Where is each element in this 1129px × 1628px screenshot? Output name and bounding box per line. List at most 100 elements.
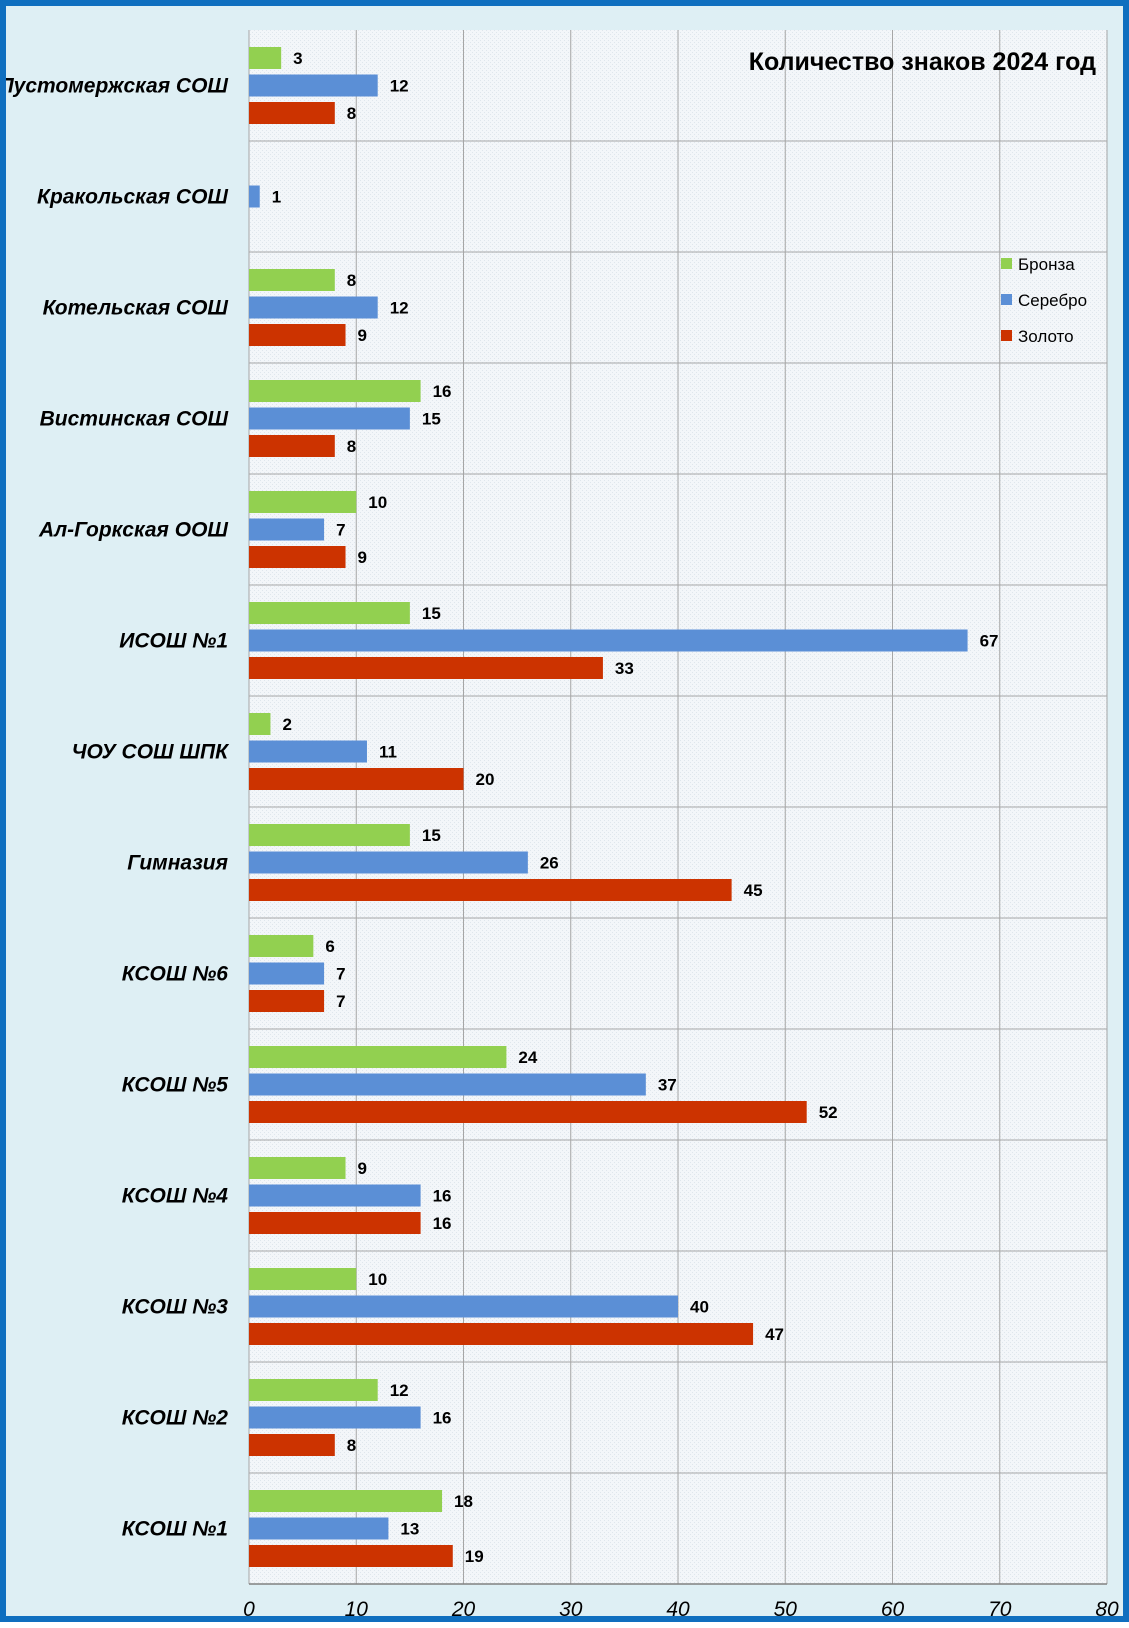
- category-label: КСОШ №6: [122, 963, 229, 986]
- value-label: 15: [422, 410, 441, 429]
- value-label: 20: [476, 770, 495, 789]
- bar-bronze: [249, 1046, 507, 1068]
- legend-label: Золото: [1018, 327, 1074, 346]
- chart-title: Количество знаков 2024 год: [749, 48, 1096, 76]
- value-label: 40: [690, 1298, 709, 1317]
- bar-gold: [249, 102, 335, 124]
- bar-silver: [249, 740, 367, 763]
- value-label: 12: [390, 299, 409, 318]
- bar-gold: [249, 546, 346, 568]
- value-label: 19: [465, 1547, 484, 1566]
- value-label: 52: [819, 1103, 838, 1122]
- category-labels: КСОШ №1 КСОШ №2 КСОШ №3 КСОШ №4 КСОШ №5 КСОШ …: [6, 75, 230, 1541]
- bar-gold: [249, 879, 732, 901]
- value-label: 9: [358, 326, 367, 345]
- x-tick-label: 80: [1095, 1598, 1119, 1621]
- bar-gold: [249, 1545, 453, 1567]
- value-label: 9: [358, 548, 367, 567]
- value-label: 15: [422, 604, 441, 623]
- bar-silver: [249, 1073, 646, 1096]
- category-label: Котельская СОШ: [43, 297, 229, 320]
- value-label: 47: [765, 1325, 784, 1344]
- bar-gold: [249, 435, 335, 457]
- bar-gold: [249, 1212, 421, 1234]
- bar-bronze: [249, 1379, 378, 1401]
- bar-bronze: [249, 1490, 443, 1512]
- value-label: 45: [744, 881, 763, 900]
- bar-bronze: [249, 380, 421, 402]
- legend-swatch: [1001, 330, 1012, 341]
- category-label: ЧОУ СОШ ШПК: [72, 741, 230, 764]
- value-label: 16: [433, 382, 452, 401]
- bar-bronze: [249, 491, 357, 513]
- bar-silver: [249, 1184, 421, 1207]
- value-label: 9: [358, 1159, 367, 1178]
- bar-silver: [249, 518, 325, 541]
- bar-gold: [249, 324, 346, 346]
- bar-gold: [249, 990, 325, 1012]
- legend: Бронза Серебро Золото: [1001, 255, 1087, 346]
- category-label: КСОШ №5: [122, 1074, 229, 1097]
- bar-silver: [249, 1406, 421, 1429]
- value-label: 11: [379, 743, 397, 762]
- value-label: 7: [336, 965, 345, 984]
- value-label: 12: [390, 1381, 409, 1400]
- category-label: Пустомержская СОШ: [6, 75, 228, 98]
- bar-gold: [249, 1323, 754, 1345]
- bar-bronze: [249, 713, 271, 735]
- value-label: 16: [433, 1187, 452, 1206]
- value-label: 37: [658, 1076, 677, 1095]
- category-label: КСОШ №4: [122, 1185, 229, 1208]
- value-label: 16: [433, 1214, 452, 1233]
- x-tick-label: 60: [881, 1598, 905, 1621]
- bar-gold: [249, 1101, 807, 1123]
- x-tick-label: 30: [559, 1598, 583, 1621]
- legend-label: Серебро: [1018, 291, 1087, 310]
- value-label: 6: [325, 937, 334, 956]
- bar-chart: 1813191216810404791616243752677152645211…: [6, 30, 1119, 1621]
- category-label: Ал-Горкская ООШ: [38, 519, 228, 542]
- value-label: 18: [454, 1492, 473, 1511]
- bar-gold: [249, 1434, 335, 1456]
- value-label: 13: [400, 1520, 419, 1539]
- category-label: КСОШ №3: [122, 1296, 229, 1319]
- value-labels: 1813191216810404791616243752677152645211…: [272, 49, 999, 1566]
- value-label: 8: [347, 104, 356, 123]
- value-label: 33: [615, 659, 634, 678]
- bar-bronze: [249, 269, 335, 291]
- bar-silver: [249, 1295, 678, 1318]
- category-label: Вистинская СОШ: [40, 408, 229, 431]
- value-label: 67: [980, 632, 999, 651]
- bar-silver: [249, 629, 968, 652]
- bar-bronze: [249, 1268, 357, 1290]
- value-label: 15: [422, 826, 441, 845]
- x-tick-label: 10: [345, 1598, 369, 1621]
- value-label: 8: [347, 437, 356, 456]
- category-label: ИСОШ №1: [119, 630, 228, 653]
- legend-swatch: [1001, 258, 1012, 269]
- value-label: 24: [518, 1048, 537, 1067]
- value-label: 8: [347, 1436, 356, 1455]
- value-label: 10: [368, 493, 387, 512]
- legend-swatch: [1001, 294, 1012, 305]
- bar-silver: [249, 962, 325, 985]
- value-label: 26: [540, 854, 559, 873]
- bar-bronze: [249, 602, 410, 624]
- value-label: 10: [368, 1270, 387, 1289]
- bar-bronze: [249, 935, 314, 957]
- category-label: КСОШ №1: [122, 1518, 228, 1541]
- x-tick-label: 0: [243, 1598, 255, 1621]
- category-label: Гимназия: [127, 852, 228, 875]
- bar-silver: [249, 1517, 389, 1540]
- value-label: 7: [336, 521, 345, 540]
- value-label: 12: [390, 77, 409, 96]
- category-label: КСОШ №2: [122, 1407, 229, 1430]
- x-tick-label: 40: [666, 1598, 690, 1621]
- bar-bronze: [249, 824, 410, 846]
- x-axis-tick-labels: 0 10 20 30 40 50 60 70 80: [243, 1598, 1119, 1621]
- bar-silver: [249, 407, 410, 430]
- value-label: 1: [272, 188, 281, 207]
- value-label: 16: [433, 1409, 452, 1428]
- bar-gold: [249, 657, 603, 679]
